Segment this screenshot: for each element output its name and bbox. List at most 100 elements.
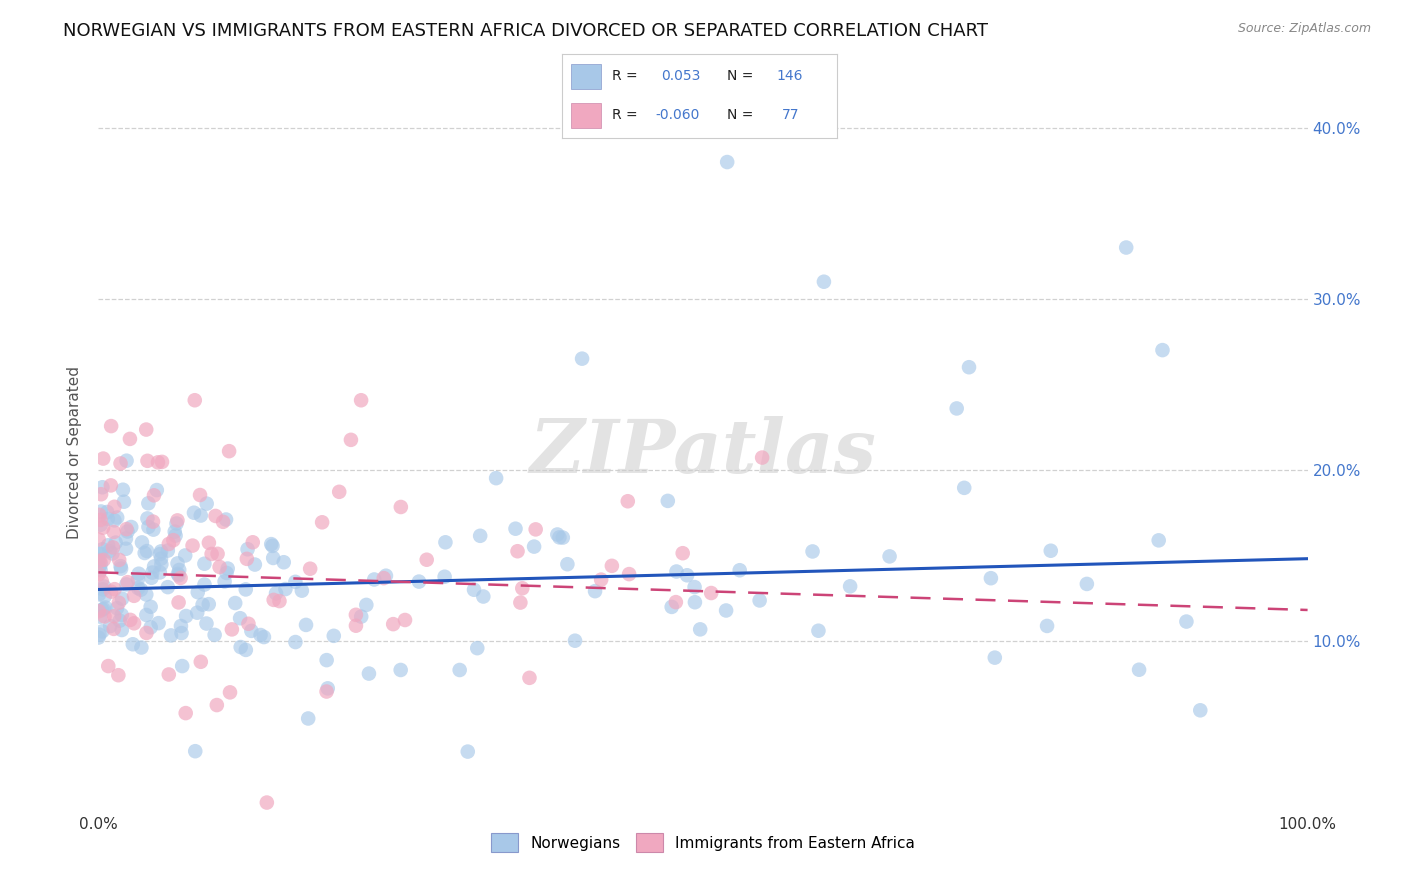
Point: [90, 504, 112, 518]
Point: [93, 590, 115, 604]
Point: [389, 663, 412, 677]
Point: [373, 571, 395, 585]
Point: [262, 551, 284, 566]
Point: [229, 640, 252, 654]
Point: [117, 575, 139, 590]
Point: [315, 653, 337, 667]
Point: [1039, 543, 1062, 558]
Text: 146: 146: [776, 70, 803, 83]
Point: [160, 628, 183, 642]
Point: [143, 488, 166, 502]
Point: [111, 591, 134, 606]
Point: [382, 617, 405, 632]
Point: [344, 607, 367, 622]
Point: [100, 478, 122, 492]
Point: [238, 616, 260, 631]
Point: [87, 547, 110, 561]
Point: [350, 609, 373, 624]
Point: [295, 618, 318, 632]
Point: [273, 555, 295, 569]
Point: [689, 623, 711, 637]
Point: [195, 616, 218, 631]
Point: [236, 542, 259, 557]
Point: [146, 455, 169, 469]
Point: [683, 595, 706, 609]
Point: [89, 508, 111, 522]
Point: [1076, 577, 1098, 591]
Point: [87, 533, 110, 547]
Point: [97, 512, 120, 526]
Point: [315, 684, 337, 698]
Point: [100, 419, 122, 434]
Point: [91, 451, 114, 466]
Text: NORWEGIAN VS IMMIGRANTS FROM EASTERN AFRICA DIVORCED OR SEPARATED CORRELATION CH: NORWEGIAN VS IMMIGRANTS FROM EASTERN AFR…: [63, 22, 988, 40]
Point: [357, 666, 380, 681]
Point: [91, 582, 114, 597]
Point: [90, 563, 112, 577]
Legend: Norwegians, Immigrants from Eastern Africa: Norwegians, Immigrants from Eastern Afri…: [485, 827, 921, 858]
Point: [148, 616, 170, 631]
Point: [470, 529, 492, 543]
Point: [434, 535, 457, 549]
Point: [89, 627, 111, 641]
Point: [150, 558, 173, 572]
Point: [751, 450, 773, 465]
Point: [111, 483, 134, 497]
Point: [485, 471, 508, 485]
Point: [141, 571, 163, 585]
Point: [174, 609, 197, 624]
Point: [240, 624, 263, 638]
Text: 77: 77: [782, 109, 799, 122]
Point: [297, 711, 319, 725]
Point: [90, 517, 112, 532]
Point: [260, 537, 283, 551]
Point: [187, 585, 209, 599]
Point: [87, 604, 110, 618]
Point: [548, 530, 571, 544]
Point: [236, 552, 259, 566]
Point: [235, 582, 257, 597]
Point: [714, 603, 737, 617]
Point: [363, 573, 385, 587]
Point: [617, 567, 640, 582]
Point: [105, 510, 128, 524]
Point: [103, 524, 125, 539]
Point: [184, 393, 207, 408]
Point: [91, 521, 114, 535]
Point: [945, 401, 967, 416]
Point: [104, 535, 127, 549]
Point: [449, 663, 471, 677]
Point: [142, 523, 165, 537]
Point: [167, 595, 190, 609]
Point: [523, 540, 546, 554]
Point: [174, 706, 197, 720]
Point: [135, 626, 157, 640]
Point: [564, 633, 586, 648]
Point: [166, 557, 188, 571]
Point: [149, 566, 172, 580]
Point: [97, 538, 120, 552]
Point: [167, 566, 190, 581]
Point: [463, 582, 485, 597]
Point: [801, 544, 824, 558]
Point: [201, 547, 224, 561]
Point: [120, 613, 142, 627]
Point: [138, 496, 160, 510]
Point: [103, 622, 125, 636]
Point: [188, 488, 211, 502]
Point: [269, 594, 291, 608]
Point: [509, 596, 531, 610]
Point: [150, 551, 173, 566]
Point: [110, 559, 132, 574]
Point: [264, 586, 287, 600]
Point: [111, 607, 134, 622]
Point: [212, 515, 235, 529]
Point: [472, 590, 495, 604]
Point: [291, 583, 314, 598]
Point: [616, 494, 638, 508]
Point: [571, 351, 593, 366]
Point: [505, 522, 527, 536]
Point: [128, 566, 150, 581]
Point: [217, 561, 239, 575]
Point: [984, 650, 1007, 665]
